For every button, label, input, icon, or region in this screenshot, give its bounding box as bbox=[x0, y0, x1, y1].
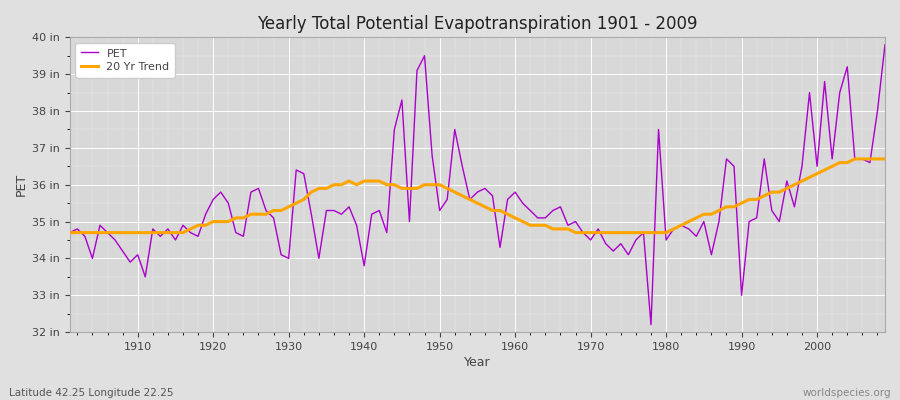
20 Yr Trend bbox=[879, 156, 890, 161]
20 Yr Trend bbox=[850, 156, 860, 161]
Line: PET: PET bbox=[70, 45, 885, 325]
20 Yr Trend bbox=[65, 230, 76, 235]
PET bbox=[125, 260, 136, 264]
20 Yr Trend bbox=[600, 230, 611, 235]
PET bbox=[502, 197, 513, 202]
20 Yr Trend bbox=[125, 230, 136, 235]
20 Yr Trend bbox=[509, 216, 520, 220]
Legend: PET, 20 Yr Trend: PET, 20 Yr Trend bbox=[76, 43, 176, 78]
Text: Latitude 42.25 Longitude 22.25: Latitude 42.25 Longitude 22.25 bbox=[9, 388, 174, 398]
20 Yr Trend bbox=[291, 201, 302, 206]
20 Yr Trend bbox=[502, 212, 513, 216]
PET bbox=[879, 42, 890, 47]
Line: 20 Yr Trend: 20 Yr Trend bbox=[70, 159, 885, 233]
PET bbox=[291, 168, 302, 172]
PET bbox=[65, 230, 76, 235]
X-axis label: Year: Year bbox=[464, 356, 491, 369]
PET bbox=[509, 190, 520, 194]
20 Yr Trend bbox=[336, 182, 346, 187]
Text: worldspecies.org: worldspecies.org bbox=[803, 388, 891, 398]
PET bbox=[336, 212, 346, 216]
PET bbox=[645, 322, 656, 327]
Y-axis label: PET: PET bbox=[15, 173, 28, 196]
PET bbox=[600, 241, 611, 246]
Title: Yearly Total Potential Evapotranspiration 1901 - 2009: Yearly Total Potential Evapotranspiratio… bbox=[257, 15, 698, 33]
